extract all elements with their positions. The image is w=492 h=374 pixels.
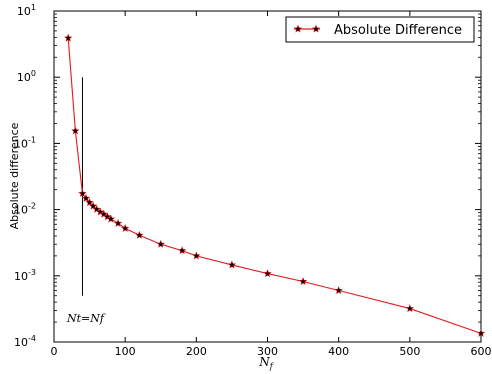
legend-star-marker [293, 24, 303, 33]
x-tick-label: 100 [115, 345, 136, 358]
x-tick-label: 500 [399, 345, 420, 358]
plot-area-border [53, 10, 482, 343]
x-tick-label: 200 [186, 345, 207, 358]
data-point-star [156, 239, 165, 248]
series-group [64, 33, 486, 337]
data-point-star [81, 193, 91, 202]
y-tick-label: 100 [17, 69, 36, 84]
data-point-star [120, 224, 130, 232]
data-point-star [113, 218, 123, 227]
y-axis-label: Absolute difference [8, 122, 21, 229]
data-point-star [192, 251, 201, 260]
data-point-star [263, 269, 272, 278]
y-axis-ticks: 10-4 10-3 10-2 10-1 100 101 [14, 3, 481, 349]
x-tick-label: 600 [471, 345, 492, 358]
data-point-star [71, 126, 80, 135]
legend-markers [293, 24, 321, 33]
data-point-star [106, 214, 116, 223]
data-point-star [85, 198, 94, 207]
x-axis-ticks: 0 100 200 300 400 500 600 [51, 11, 492, 358]
y-tick-label: 101 [17, 3, 36, 18]
legend-star-marker [311, 24, 321, 33]
y-tick-label: 10-3 [14, 268, 36, 283]
nt-nf-label: Nt=Nf [66, 312, 106, 325]
data-point-star [476, 328, 486, 337]
x-tick-label: 300 [257, 345, 278, 358]
y-tick-label: 10-2 [14, 202, 36, 217]
data-point-star [177, 246, 187, 255]
annotation: Nt=Nf [66, 77, 106, 325]
y-tick-label: 10-4 [14, 334, 36, 349]
data-point-star [64, 33, 73, 42]
legend-label: Absolute Difference [334, 23, 462, 38]
legend: Absolute Difference [285, 16, 475, 43]
x-axis-label: Nf [258, 355, 275, 371]
data-point-star [227, 260, 237, 269]
data-point-star [135, 230, 144, 239]
x-tick-label: 0 [51, 345, 58, 358]
data-point-star [405, 304, 415, 313]
y-tick-label: 10-1 [14, 135, 36, 150]
x-tick-label: 400 [328, 345, 349, 358]
series-line [67, 38, 482, 334]
plot-frame [53, 10, 482, 343]
data-point-star [78, 189, 87, 198]
data-point-star [334, 286, 343, 295]
data-point-star [298, 277, 308, 286]
data-point-star [88, 201, 98, 210]
